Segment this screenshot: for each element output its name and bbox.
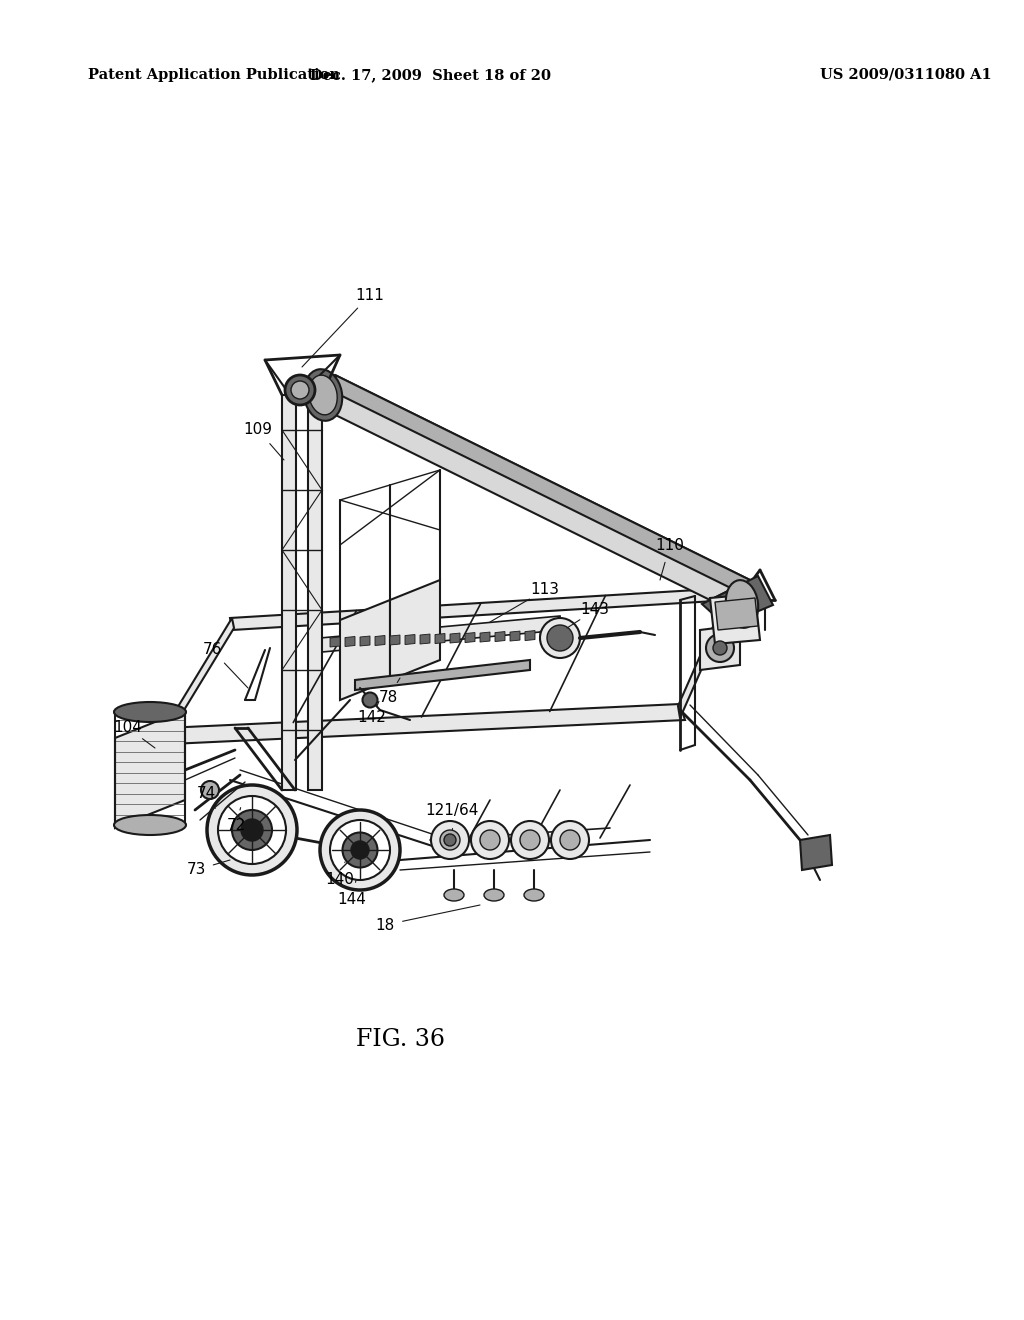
Ellipse shape — [362, 693, 378, 708]
Ellipse shape — [330, 820, 390, 880]
Ellipse shape — [726, 579, 758, 628]
Polygon shape — [319, 616, 562, 652]
Polygon shape — [308, 395, 322, 789]
Ellipse shape — [431, 821, 469, 859]
Ellipse shape — [440, 830, 460, 850]
Text: 104: 104 — [114, 721, 142, 735]
Ellipse shape — [114, 814, 186, 836]
Polygon shape — [540, 630, 550, 640]
Text: 110: 110 — [655, 537, 684, 553]
Polygon shape — [345, 636, 355, 647]
Ellipse shape — [471, 821, 509, 859]
Ellipse shape — [547, 624, 573, 651]
Polygon shape — [465, 632, 475, 643]
Ellipse shape — [511, 821, 549, 859]
Polygon shape — [295, 375, 750, 601]
Polygon shape — [165, 704, 685, 744]
Ellipse shape — [520, 830, 540, 850]
Polygon shape — [330, 638, 340, 647]
Polygon shape — [525, 631, 535, 640]
Polygon shape — [165, 618, 234, 738]
Text: 143: 143 — [581, 602, 609, 618]
Text: FIG. 36: FIG. 36 — [355, 1028, 444, 1052]
Polygon shape — [702, 576, 773, 624]
Ellipse shape — [232, 810, 272, 850]
Ellipse shape — [218, 796, 286, 865]
Polygon shape — [715, 598, 758, 630]
Text: 113: 113 — [530, 582, 559, 598]
Text: 76: 76 — [203, 643, 221, 657]
Ellipse shape — [201, 781, 219, 799]
Text: US 2009/0311080 A1: US 2009/0311080 A1 — [820, 69, 992, 82]
Text: 109: 109 — [244, 422, 272, 437]
Ellipse shape — [207, 785, 297, 875]
Text: Patent Application Publication: Patent Application Publication — [88, 69, 340, 82]
Polygon shape — [230, 587, 732, 630]
Ellipse shape — [241, 818, 263, 841]
Text: 73: 73 — [186, 862, 206, 878]
Polygon shape — [510, 631, 520, 642]
Polygon shape — [282, 395, 296, 789]
Text: 142: 142 — [357, 710, 386, 726]
Ellipse shape — [444, 834, 456, 846]
Text: 140: 140 — [326, 873, 354, 887]
Ellipse shape — [551, 821, 589, 859]
Polygon shape — [435, 634, 445, 644]
Polygon shape — [678, 587, 732, 718]
Ellipse shape — [319, 810, 400, 890]
Polygon shape — [800, 836, 831, 870]
Polygon shape — [450, 634, 460, 643]
Polygon shape — [390, 579, 440, 680]
Polygon shape — [360, 636, 370, 645]
Polygon shape — [700, 624, 740, 671]
Polygon shape — [420, 634, 430, 644]
Polygon shape — [115, 710, 185, 828]
Text: 78: 78 — [379, 690, 397, 705]
Ellipse shape — [706, 634, 734, 663]
Ellipse shape — [114, 702, 186, 722]
Ellipse shape — [304, 370, 342, 421]
Polygon shape — [340, 601, 390, 700]
Ellipse shape — [560, 830, 580, 850]
Polygon shape — [495, 631, 505, 642]
Text: 144: 144 — [338, 892, 367, 908]
Ellipse shape — [309, 375, 337, 414]
Polygon shape — [390, 635, 400, 645]
Text: 121/64: 121/64 — [425, 803, 478, 817]
Ellipse shape — [285, 375, 315, 405]
Ellipse shape — [484, 888, 504, 902]
Ellipse shape — [291, 381, 309, 399]
Text: 74: 74 — [197, 785, 216, 800]
Text: 18: 18 — [376, 917, 394, 932]
Ellipse shape — [342, 833, 378, 867]
Polygon shape — [480, 632, 490, 642]
Ellipse shape — [540, 618, 580, 657]
Ellipse shape — [351, 841, 369, 859]
Polygon shape — [355, 660, 530, 690]
Ellipse shape — [444, 888, 464, 902]
Text: Dec. 17, 2009  Sheet 18 of 20: Dec. 17, 2009 Sheet 18 of 20 — [309, 69, 551, 82]
Text: 72: 72 — [226, 817, 246, 833]
Polygon shape — [335, 375, 755, 601]
Text: 111: 111 — [355, 288, 384, 302]
Polygon shape — [710, 594, 760, 644]
Ellipse shape — [480, 830, 500, 850]
Ellipse shape — [524, 888, 544, 902]
Polygon shape — [406, 635, 415, 644]
Ellipse shape — [713, 642, 727, 655]
Polygon shape — [375, 635, 385, 645]
